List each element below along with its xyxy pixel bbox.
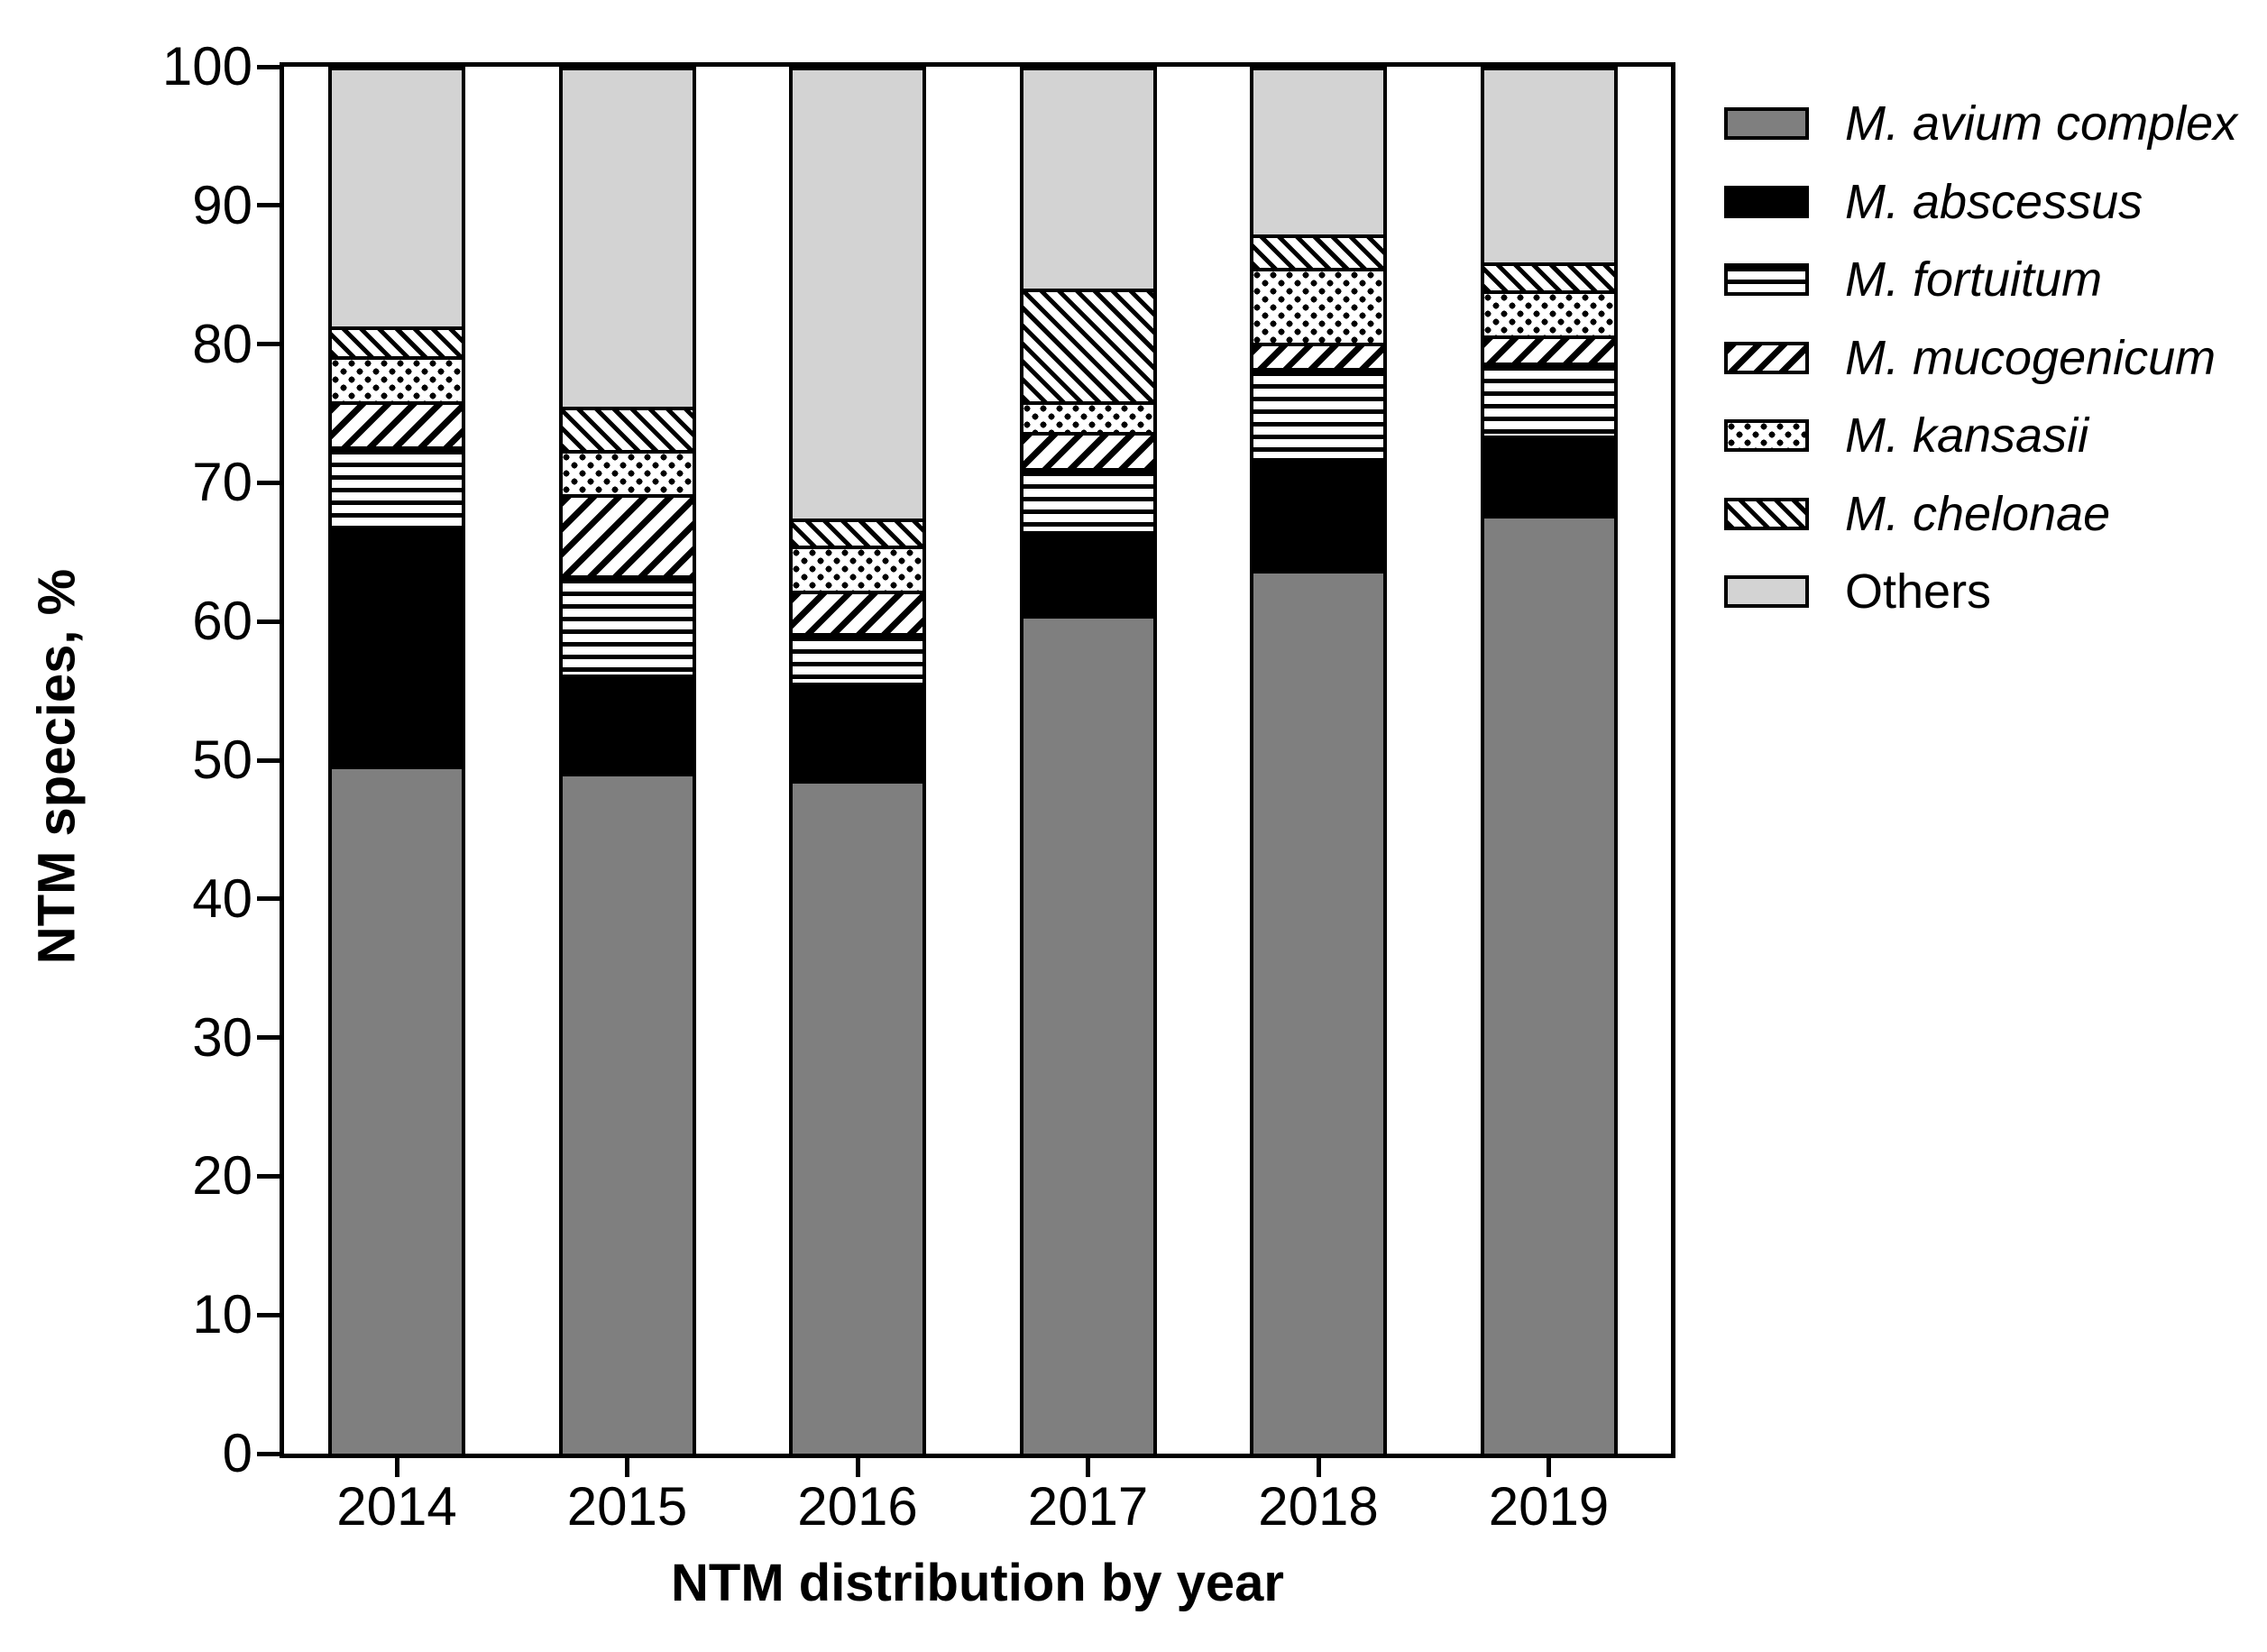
y-tick-label: 20 [192, 1145, 252, 1207]
bar-segment [332, 400, 462, 447]
bar-segment [1483, 436, 1614, 515]
bar-segment [793, 682, 922, 780]
bar-segment [793, 519, 922, 546]
y-axis-tick [257, 203, 280, 208]
legend-swatch [1724, 107, 1809, 140]
bar-segment [332, 67, 462, 326]
y-axis-tick [257, 1312, 280, 1317]
bar-segment [793, 545, 922, 592]
x-axis-tick [1316, 1454, 1321, 1477]
legend-swatch [1724, 341, 1809, 374]
bar-segment [1253, 457, 1383, 571]
bar-segment [793, 591, 922, 633]
bar-segment [1483, 362, 1614, 436]
bar-segment [562, 575, 693, 675]
bar-2014 [328, 67, 465, 1454]
y-tick-label: 60 [192, 591, 252, 652]
y-axis-tick [257, 896, 280, 902]
bar-segment [332, 446, 462, 530]
legend-swatch [1724, 263, 1809, 296]
bar-segment [332, 529, 462, 766]
legend-swatch [1724, 497, 1809, 530]
bar-segment [1253, 367, 1383, 458]
bar-segment [1023, 431, 1153, 468]
y-tick-label: 10 [192, 1284, 252, 1345]
bar-segment [1253, 268, 1383, 344]
bar-segment [1483, 289, 1614, 336]
bar-segment [793, 67, 922, 519]
bar-segment [562, 67, 693, 407]
bar-segment [332, 326, 462, 357]
y-axis-tick [257, 64, 280, 69]
legend-swatch [1724, 419, 1809, 452]
bar-segment [1483, 67, 1614, 262]
bar-segment [1023, 289, 1153, 401]
legend-label: M. abscessus [1845, 174, 2143, 229]
x-axis-tick [394, 1454, 399, 1477]
y-axis-tick [257, 1035, 280, 1041]
bar-2018 [1250, 67, 1387, 1454]
bar-segment [562, 772, 693, 1454]
bar-segment [793, 779, 922, 1454]
legend-label: M. fortuitum [1845, 252, 2103, 307]
y-tick-label: 30 [192, 1006, 252, 1068]
bar-2017 [1019, 67, 1157, 1454]
y-axis-tick [257, 619, 280, 624]
bar-segment [1253, 343, 1383, 368]
y-axis-tick [257, 342, 280, 347]
plot-area [280, 62, 1675, 1458]
bar-segment [332, 356, 462, 401]
x-axis-tick [1547, 1454, 1551, 1477]
legend-label: M. avium complex [1845, 96, 2238, 151]
y-tick-label: 90 [192, 174, 252, 235]
y-tick-label: 50 [192, 730, 252, 790]
legend-label: Others [1845, 564, 1992, 619]
legend-label: M. mucogenicum [1845, 330, 2217, 385]
bar-2016 [789, 67, 926, 1454]
y-tick-label: 40 [192, 867, 252, 929]
y-axis-tick [257, 1173, 280, 1179]
x-tick-label: 2019 [1488, 1476, 1610, 1537]
x-axis-tick [625, 1454, 629, 1477]
legend-label: M. chelonae [1845, 486, 2111, 541]
y-axis-tick [257, 1451, 280, 1456]
x-axis-tick [855, 1454, 860, 1477]
x-tick-label: 2015 [566, 1476, 688, 1537]
legend-swatch [1724, 185, 1809, 218]
bar-2019 [1480, 67, 1618, 1454]
bar-segment [1253, 234, 1383, 269]
bar-segment [1023, 467, 1153, 532]
x-tick-label: 2018 [1258, 1476, 1379, 1537]
x-tick-label: 2016 [797, 1476, 918, 1537]
bar-segment [1023, 531, 1153, 615]
bar-segment [1483, 514, 1614, 1454]
bar-2015 [558, 67, 696, 1454]
x-axis-title: NTM distribution by year [671, 1554, 1284, 1612]
legend-label: M. kansasii [1845, 408, 2089, 463]
bar-segment [332, 766, 462, 1454]
bar-segment [1483, 262, 1614, 290]
x-axis-tick [1086, 1454, 1090, 1477]
bar-segment [1023, 67, 1153, 289]
bar-segment [1023, 614, 1153, 1454]
y-tick-label: 100 [161, 36, 252, 96]
bar-segment [793, 632, 922, 683]
legend-swatch [1724, 575, 1809, 608]
bar-segment [1253, 570, 1383, 1454]
bar-segment [562, 493, 693, 576]
y-axis-tick [257, 480, 280, 485]
y-axis-tick [257, 757, 280, 763]
bar-segment [562, 449, 693, 494]
bar-segment [562, 674, 693, 773]
bar-segment [1483, 335, 1614, 363]
bar-segment [562, 406, 693, 450]
x-tick-label: 2017 [1027, 1476, 1149, 1537]
y-tick-label: 80 [192, 313, 252, 374]
bar-segment [1253, 67, 1383, 235]
bar-segment [1023, 400, 1153, 432]
y-tick-label: 0 [222, 1423, 252, 1483]
y-tick-label: 70 [192, 452, 252, 513]
x-tick-label: 2014 [336, 1476, 457, 1537]
